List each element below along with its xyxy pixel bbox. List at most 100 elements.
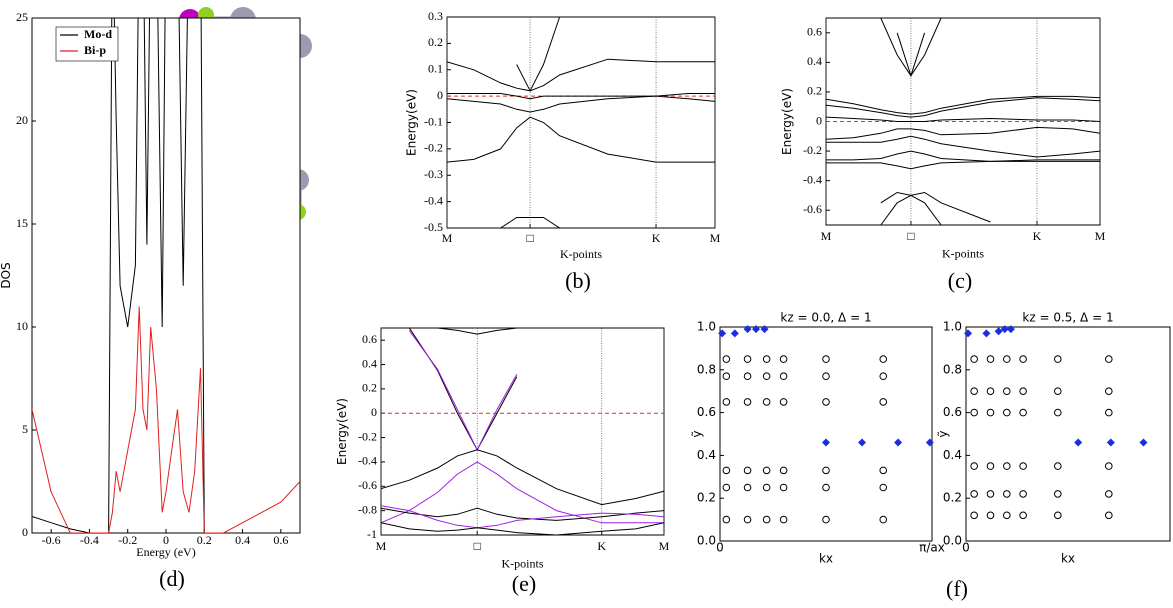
point (1139, 438, 1148, 447)
x-tick-label: 0.6 (273, 533, 288, 547)
x-tick-label: □ (474, 539, 481, 553)
panel-label: (f) (946, 576, 968, 601)
x-axis-label: Energy (eV) (136, 545, 195, 559)
point (1105, 462, 1113, 470)
y-tick-label: -0.8 (358, 502, 377, 516)
point (722, 398, 731, 406)
x-tick-label: -0.2 (118, 533, 137, 547)
point (925, 438, 934, 447)
x-axis-label: kx (1061, 552, 1075, 566)
y-tick-label: 0.8 (943, 362, 962, 376)
point (1019, 387, 1027, 396)
point (986, 511, 995, 520)
series-line (826, 116, 1100, 122)
x-tick-label: M (710, 231, 721, 245)
point (879, 483, 888, 492)
x-tick-label: -0.4 (80, 533, 99, 547)
point (970, 387, 978, 396)
y-tick-label: -0.4 (424, 193, 443, 207)
x-tick-label: K (597, 539, 606, 553)
point (779, 483, 788, 492)
series-line (381, 505, 664, 529)
y-axis-label: Energy(eV) (404, 89, 418, 156)
y-tick-label: 0.2 (362, 381, 377, 395)
y-tick-label: 0.2 (428, 35, 443, 49)
y-tick-label: 0.8 (697, 362, 716, 376)
y-tick-label: 0 (437, 88, 443, 102)
plot-frame (965, 326, 1171, 542)
y-tick-label: 0.6 (697, 405, 716, 419)
point (970, 462, 978, 470)
y-tick-label: 0 (816, 113, 822, 127)
point (1003, 511, 1011, 520)
y-tick-label: -1 (367, 527, 377, 541)
chart-panel: 0.0 0.2 0.4 0.6 0.8 1.0 0 kx ỹ kz = 0.5, Δ = 1 (936, 311, 1171, 566)
y-tick-label: 0.2 (807, 84, 822, 98)
y-tick-label: -0.1 (424, 114, 443, 128)
series-line (381, 522, 664, 535)
point (779, 466, 788, 475)
y-tick-label: 0.6 (362, 332, 377, 346)
series-line (880, 18, 942, 77)
point (762, 466, 771, 475)
series-line (516, 17, 561, 92)
chart-panel: 0 5 10 15 20 25 -0.6 -0.4 -0.2 0 0.2 0.4 0.6 Energy (… (0, 10, 301, 559)
chart-panel: 0.30.20.10-0.1-0.2-0.3-0.4-0.5M □ K MK-poin… (404, 9, 720, 261)
x-axis-label: kx (819, 552, 833, 566)
point (879, 398, 888, 406)
y-tick-label: 0.0 (943, 534, 962, 548)
x-tick-label: 0 (716, 541, 724, 555)
point (1000, 325, 1009, 334)
point (1105, 408, 1113, 417)
series-line (32, 306, 300, 533)
point (762, 483, 771, 492)
panel-label: (c) (948, 268, 972, 293)
point (964, 329, 973, 338)
series-line (381, 507, 664, 521)
point (970, 511, 978, 520)
point (1105, 387, 1113, 396)
point (722, 355, 731, 363)
point (1106, 438, 1115, 447)
x-tick-label: K (1033, 229, 1042, 243)
point (743, 483, 752, 492)
point (986, 408, 995, 417)
point (1003, 355, 1011, 363)
x-axis-label: K-points (502, 556, 544, 570)
chart-title: kz = 0.0, Δ = 1 (780, 311, 871, 325)
y-tick-label: 0.3 (428, 9, 443, 23)
y-tick-label: 20 (16, 113, 28, 127)
point (743, 515, 752, 524)
point (760, 325, 769, 334)
point (1003, 462, 1011, 470)
x-tick-label: M (1095, 229, 1106, 243)
y-tick-label: -0.6 (358, 478, 377, 492)
point (1003, 408, 1011, 417)
panel-label: (d) (159, 566, 185, 591)
point (743, 355, 752, 363)
point (1019, 408, 1027, 417)
point (970, 408, 978, 417)
y-tick-label: 0.4 (807, 54, 822, 68)
y-axis-label: Energy(eV) (335, 398, 349, 465)
point (1006, 325, 1015, 334)
point (879, 355, 888, 363)
y-tick-label: 0.6 (807, 25, 822, 39)
point (986, 490, 995, 498)
series-line (447, 93, 715, 113)
point (722, 372, 731, 381)
x-tick-label: M (376, 539, 387, 553)
y-tick-label: -0.3 (424, 167, 443, 181)
y-tick-label: 0.0 (697, 534, 716, 548)
series-line (381, 449, 664, 506)
point (743, 372, 752, 381)
point (1019, 511, 1027, 520)
point (970, 490, 978, 498)
plot-frame (380, 327, 665, 536)
y-tick-label: -0.4 (358, 454, 377, 468)
x-tick-label: M (442, 231, 453, 245)
x-tick-label: 0 (163, 533, 169, 547)
point (982, 329, 991, 338)
plot-frame (31, 17, 301, 534)
panel-label: (e) (512, 571, 536, 596)
